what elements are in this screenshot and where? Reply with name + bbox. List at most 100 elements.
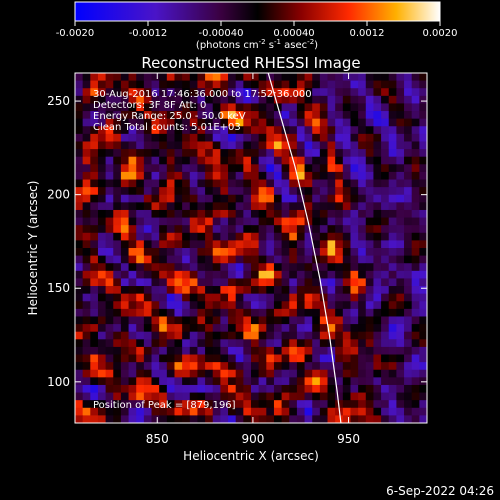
heatmap-cell [205,286,214,295]
heatmap-cell [419,126,427,135]
heatmap-cell [381,225,390,234]
heatmap-cell [327,339,336,348]
heatmap-cell [411,156,420,165]
heatmap-cell [205,255,214,264]
heatmap-cell [251,278,260,287]
heatmap-cell [228,202,237,211]
heatmap-cell [258,415,267,423]
heatmap-cell [166,270,175,279]
heatmap-cell [281,278,290,287]
colorbar-tick-label: 0.0020 [423,28,458,39]
heatmap-cell [128,88,137,97]
heatmap-cell [388,171,397,180]
heatmap-cell [358,111,367,120]
heatmap-cell [296,278,305,287]
heatmap-cell [97,377,107,386]
heatmap-cell [396,187,405,196]
heatmap-cell [388,217,397,226]
heatmap-cell [159,384,168,393]
heatmap-cell [182,392,191,401]
heatmap-cell [235,164,244,173]
heatmap-cell [281,164,290,173]
heatmap-cell [281,362,290,371]
heatmap-cell [266,217,275,226]
heatmap-cell [388,126,397,135]
heatmap-cell [220,377,229,386]
heatmap-cell [312,369,321,378]
heatmap-cell [243,187,252,196]
heatmap-cell [281,225,290,234]
heatmap-cell [212,202,221,211]
heatmap-cell [105,301,114,310]
heatmap-cell [381,240,390,249]
heatmap-cell [358,339,367,348]
heatmap-cell [212,308,221,317]
heatmap-cell [151,255,160,264]
heatmap-cell [82,270,91,279]
heatmap-cell [82,316,91,325]
heatmap-cell [319,194,328,203]
heatmap-cell [327,118,336,127]
heatmap-cell [120,362,129,371]
heatmap-cell [97,118,107,127]
heatmap-cell [220,95,229,104]
heatmap-cell [90,209,99,218]
heatmap-cell [235,149,244,158]
heatmap-cell [166,400,175,409]
heatmap-cell [312,301,321,310]
heatmap-cell [258,126,267,135]
heatmap-cell [304,362,313,371]
heatmap-cell [235,80,244,89]
heatmap-cell [159,278,168,287]
heatmap-cell [82,407,91,416]
heatmap-cell [335,179,344,188]
heatmap-cell [174,278,183,287]
heatmap-cell [128,156,137,165]
heatmap-cell [281,263,290,272]
heatmap-cell [82,225,91,234]
heatmap-cell [113,301,122,310]
heatmap-cell [105,308,114,317]
heatmap-cell [105,202,114,211]
heatmap-cell [419,324,427,333]
heatmap-cell [373,415,382,423]
y-tick-label: 200 [47,188,70,202]
heatmap-cell [419,362,427,371]
heatmap-cell [205,225,214,234]
heatmap-cell [105,346,114,355]
heatmap-cell [251,331,260,340]
heatmap-cell [365,255,374,264]
heatmap-cell [182,278,191,287]
heatmap-cell [113,308,122,317]
heatmap-cell [281,111,290,120]
heatmap-cell [419,73,427,82]
heatmap-cell [182,194,191,203]
heatmap-cell [136,217,145,226]
heatmap-cell [404,118,413,127]
heatmap-cell [243,103,252,112]
heatmap-cell [220,339,229,348]
heatmap-cell [381,354,390,363]
heatmap-cell [335,209,344,218]
heatmap-cell [373,339,382,348]
heatmap-cell [159,217,168,226]
heatmap-cell [228,270,237,279]
heatmap-cell [75,255,84,264]
heatmap-cell [335,293,344,302]
heatmap-cell [365,118,374,127]
heatmap-cell [273,240,283,249]
heatmap-cell [197,141,206,150]
heatmap-cell [396,80,405,89]
heatmap-cell [258,80,267,89]
heatmap-cell [251,232,260,241]
heatmap-cell [136,377,145,386]
heatmap-cell [228,331,237,340]
heatmap-cell [404,217,413,226]
heatmap-cell [143,225,152,234]
heatmap-cell [350,339,359,348]
heatmap-cell [151,118,160,127]
heatmap-cell [128,316,137,325]
heatmap-cell [289,73,298,82]
heatmap-cell [373,377,382,386]
heatmap-cell [220,354,229,363]
